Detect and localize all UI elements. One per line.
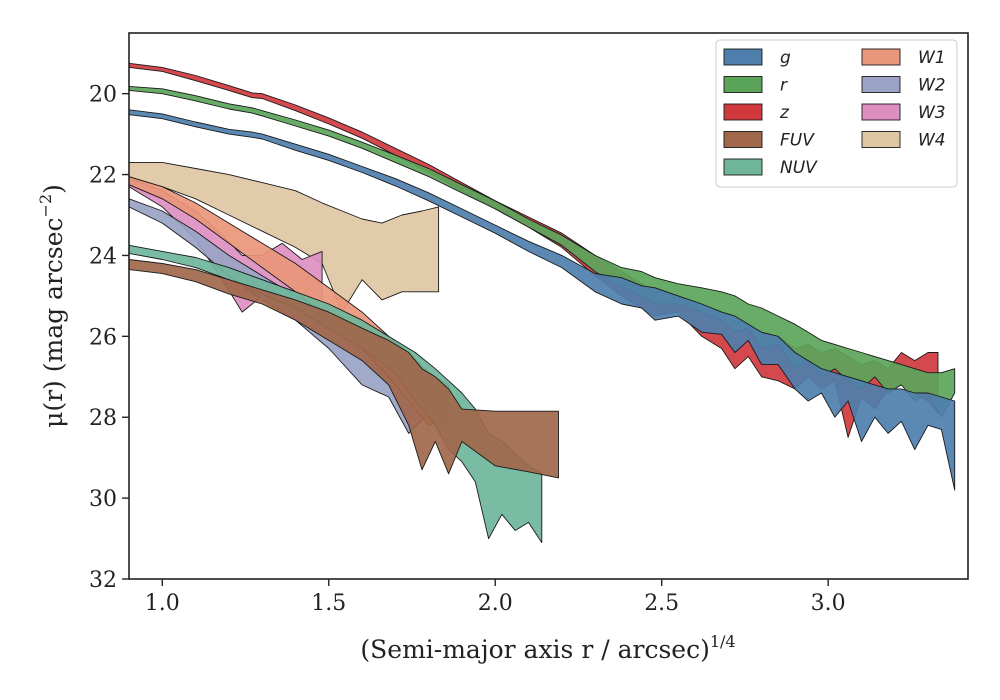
legend-label-nuv: NUV [780,158,818,178]
y-tick-label: 22 [89,164,117,189]
legend-swatch-w1 [861,48,901,66]
y-tick-label: 32 [89,568,117,593]
legend-label-w4: W4 [918,131,946,151]
legend-label-w2: W2 [918,76,946,96]
band-w4 [129,161,440,313]
legend-label-r: r [780,76,788,96]
y-tick-label: 24 [89,244,117,269]
x-tick-label: 2.0 [478,591,513,616]
legend-label-z: z [779,103,790,123]
legend-swatch-g [723,48,763,66]
legend-label-g: g [780,48,791,68]
x-tick-label: 3.0 [811,591,846,616]
legend-swatch-nuv [723,158,763,176]
band-fuv [129,259,559,479]
legend-swatch-w4 [861,131,901,148]
legend: grz FUV NUV W1 W2 W3 W4 [715,39,958,188]
x-axis-label: (Semi-major axis r / arcsec)1/4 [360,632,735,664]
legend-swatch-z [723,103,763,121]
series-bands [129,62,956,544]
y-tick-label: 30 [89,487,117,512]
y-axis-label: μ(r) (mag arcsec−2) [36,184,68,428]
x-axis-ticks: 1.0 1.5 2.0 2.5 3.0 [145,579,846,616]
legend-label-w3: W3 [918,103,946,123]
y-tick-label: 26 [89,325,117,350]
band-r [129,85,956,418]
legend-swatch-fuv [723,131,763,148]
y-axis-ticks: 20 22 24 26 28 30 32 [89,83,129,593]
y-tick-label: 20 [89,83,117,108]
legend-swatch-r [723,76,763,93]
legend-swatch-w3 [861,103,901,121]
x-tick-label: 1.5 [311,591,346,616]
legend-swatch-w2 [861,76,901,93]
band-g [129,109,956,491]
plot-frame [128,32,969,580]
x-tick-label: 2.5 [644,591,679,616]
legend-label-fuv: FUV [780,131,815,151]
legend-label-w1: W1 [918,48,946,68]
y-tick-label: 28 [89,406,117,431]
x-tick-label: 1.0 [145,591,180,616]
